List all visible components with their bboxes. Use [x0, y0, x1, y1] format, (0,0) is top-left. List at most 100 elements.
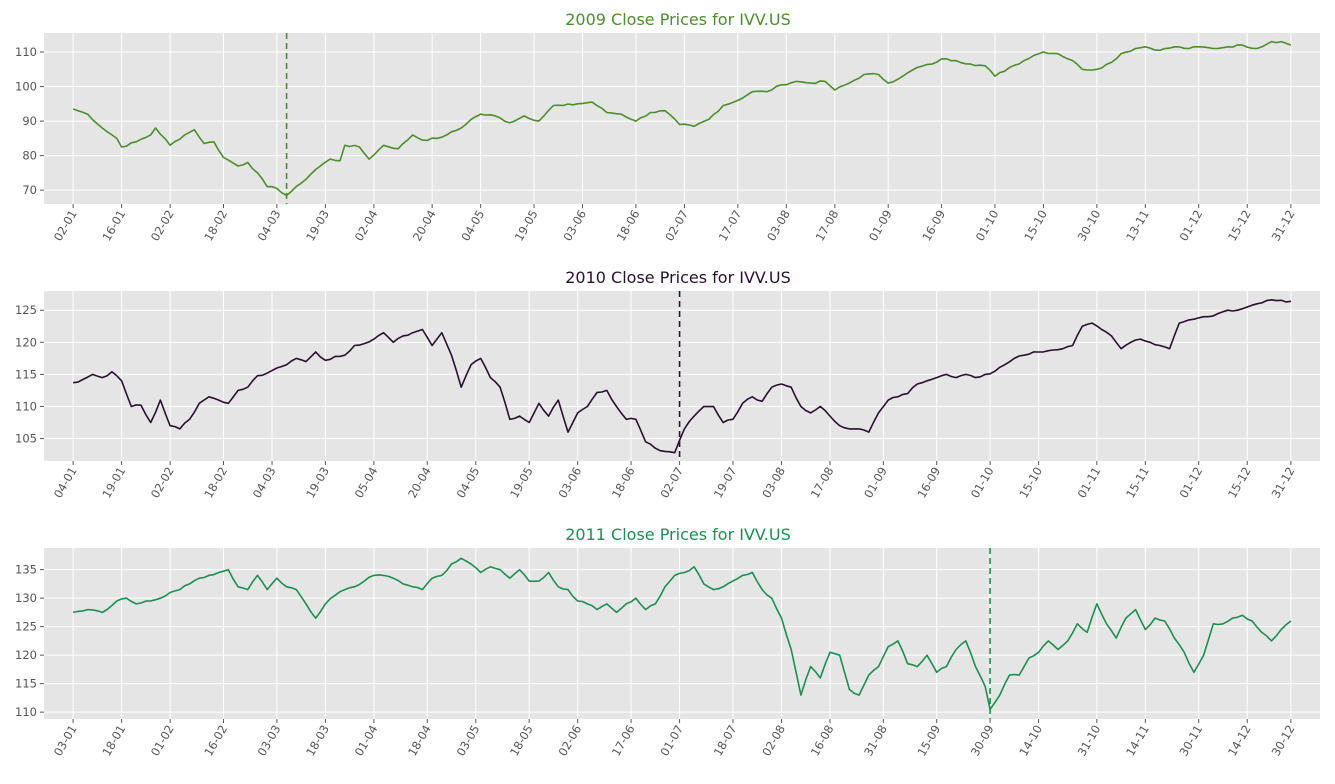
x-tick-label: 03-06 — [555, 465, 584, 501]
x-tick-label: 31-12 — [1269, 465, 1298, 501]
x-tick-label: 03-03 — [255, 723, 284, 759]
x-tick-label: 18-04 — [405, 723, 434, 759]
x-tick-label: 04-05 — [454, 464, 483, 500]
x-tick-label: 15-12 — [1225, 208, 1254, 244]
x-tick-label: 13-11 — [1123, 208, 1152, 244]
x-tick-label: 03-05 — [454, 723, 483, 759]
chart-panel-3: 2011 Close Prices for IVV.US 110 115 120 125… — [15, 525, 1320, 758]
x-tick-label: 30-11 — [1176, 723, 1205, 759]
x-tick-label: 31-08 — [861, 723, 890, 759]
x-tick-label: 15-09 — [914, 723, 943, 759]
x-tick-label: 16-09 — [914, 465, 943, 501]
x-tick-label: 20-04 — [410, 208, 439, 244]
y-tick-label: 70 — [22, 183, 37, 197]
x-tick-label: 17-07 — [716, 208, 745, 244]
x-tick-label: 31-10 — [1075, 723, 1104, 759]
y-tick-label: 125 — [15, 620, 37, 634]
x-tick-label: 30-09 — [968, 723, 997, 759]
x-tick-label: 20-04 — [405, 465, 434, 501]
x-tick-label: 02-07 — [662, 208, 691, 244]
chart-title: 2010 Close Prices for IVV.US — [565, 268, 791, 287]
x-tick-label: 01-09 — [866, 208, 895, 244]
x-tick-label: 01-10 — [968, 465, 997, 501]
chart-panel-1: 2009 Close Prices for IVV.US 70 80 90 100 110… — [15, 10, 1320, 243]
x-tick-label: 02-07 — [657, 465, 686, 501]
x-tick-label: 02-01 — [51, 208, 80, 244]
x-tick-label: 01-11 — [1075, 465, 1104, 501]
y-tick-label: 115 — [15, 367, 37, 381]
y-tick-label: 125 — [15, 303, 37, 317]
x-tick-label: 18-02 — [201, 465, 230, 501]
x-tick-label: 16-01 — [99, 208, 128, 244]
x-tick-label: 01-02 — [148, 723, 177, 759]
y-tick-label: 100 — [15, 80, 37, 94]
y-tick-label: 110 — [15, 399, 37, 413]
chart-panel-2: 2010 Close Prices for IVV.US 105 110 115 120… — [15, 268, 1320, 500]
x-tick-label: 04-01 — [51, 465, 80, 501]
close-price-line — [72, 557, 1292, 711]
y-tick-label: 120 — [15, 648, 37, 662]
x-tick-label: 17-08 — [808, 465, 837, 501]
x-tick-label: 04-03 — [255, 208, 284, 244]
x-tick-label: 15-10 — [1016, 465, 1045, 501]
x-tick-label: 02-02 — [148, 208, 177, 244]
x-tick-label: 01-12 — [1176, 208, 1205, 244]
x-tick-label: 31-12 — [1269, 208, 1298, 244]
y-tick-label: 110 — [15, 45, 37, 59]
x-tick-label: 30-12 — [1269, 723, 1298, 759]
x-tick-label: 19-05 — [507, 465, 536, 501]
x-tick-label: 03-08 — [759, 465, 788, 501]
x-tick-label: 01-07 — [657, 723, 686, 759]
x-tick-label: 19-07 — [711, 465, 740, 501]
x-tick-label: 02-08 — [759, 723, 788, 759]
x-tick-label: 18-06 — [609, 465, 638, 501]
x-tick-label: 01-12 — [1176, 465, 1205, 501]
x-tick-label: 03-01 — [51, 723, 80, 759]
x-tick-label: 30-10 — [1075, 208, 1104, 244]
x-tick-label: 17-08 — [813, 208, 842, 244]
y-tick-label: 110 — [15, 705, 37, 719]
x-tick-label: 18-06 — [614, 208, 643, 244]
x-tick-label: 05-04 — [352, 465, 381, 501]
x-tick-label: 19-03 — [303, 208, 332, 244]
x-tick-label: 02-04 — [352, 208, 381, 244]
x-tick-label: 18-02 — [201, 208, 230, 244]
x-tick-label: 02-06 — [555, 723, 584, 759]
x-tick-label: 18-01 — [99, 723, 128, 759]
x-tick-label: 19-05 — [512, 208, 541, 244]
y-tick-label: 130 — [15, 591, 37, 605]
x-tick-label: 14-10 — [1016, 723, 1045, 759]
x-tick-label: 01-10 — [973, 207, 1002, 243]
x-tick-label: 02-02 — [148, 465, 177, 501]
x-tick-label: 14-12 — [1225, 723, 1254, 759]
x-tick-label: 19-01 — [99, 465, 128, 501]
x-tick-label: 18-07 — [711, 723, 740, 759]
x-tick-label: 15-11 — [1123, 465, 1152, 501]
x-tick-label: 01-04 — [352, 723, 381, 759]
y-tick-label: 120 — [15, 335, 37, 349]
x-tick-label: 04-03 — [250, 465, 279, 501]
y-tick-label: 105 — [15, 432, 37, 446]
x-tick-label: 18-05 — [507, 723, 536, 759]
x-tick-label: 15-10 — [1021, 208, 1050, 244]
x-tick-label: 17-06 — [609, 723, 638, 759]
x-tick-label: 01-09 — [861, 465, 890, 501]
x-tick-label: 14-11 — [1123, 723, 1152, 759]
x-tick-label: 15-12 — [1225, 465, 1254, 501]
x-tick-label: 03-08 — [764, 208, 793, 244]
close-price-line — [72, 40, 1292, 197]
y-tick-label: 90 — [22, 114, 37, 128]
chart-title: 2011 Close Prices for IVV.US — [565, 525, 791, 544]
y-tick-label: 80 — [22, 149, 37, 163]
y-tick-label: 135 — [15, 563, 37, 577]
x-tick-label: 03-06 — [560, 208, 589, 244]
x-tick-label: 18-03 — [303, 723, 332, 759]
x-tick-label: 16-08 — [808, 723, 837, 759]
chart-title: 2009 Close Prices for IVV.US — [565, 10, 791, 29]
x-tick-label: 19-03 — [303, 465, 332, 501]
x-tick-label: 16-02 — [201, 723, 230, 759]
y-tick-label: 115 — [15, 677, 37, 691]
x-tick-label: 04-05 — [458, 208, 487, 244]
